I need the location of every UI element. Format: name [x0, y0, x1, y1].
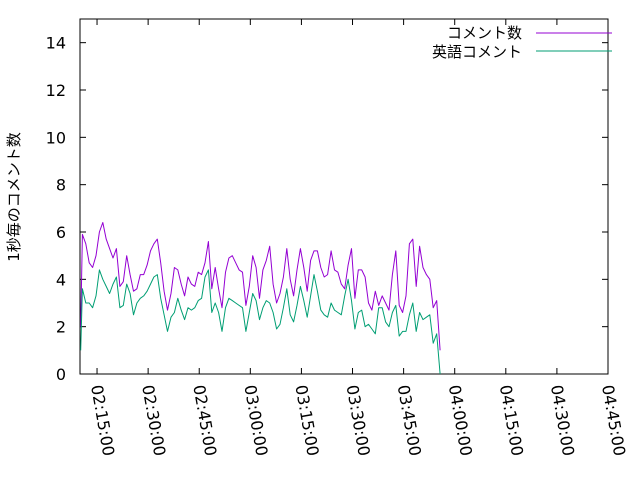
plot-frame	[79, 18, 609, 375]
x-tick-label: 03:00:00	[240, 383, 271, 457]
y-axis-label: 1秒毎のコメント数	[5, 132, 23, 262]
y-tick-label: 14	[46, 34, 66, 53]
y-tick-label: 2	[56, 318, 66, 337]
y-tick-label: 6	[56, 223, 66, 242]
x-tick-label: 02:15:00	[87, 383, 118, 457]
series-line-1	[80, 222, 441, 351]
series-line-2	[80, 269, 441, 375]
y-tick-label: 0	[56, 365, 66, 384]
legend: コメント数 英語コメント	[432, 24, 612, 61]
series-layer	[80, 222, 441, 375]
legend-entry-series-1: コメント数	[447, 24, 522, 42]
y-axis-ticks: 0 2 4 6 8 10 12 14	[46, 34, 608, 384]
y-tick-label: 4	[56, 270, 66, 289]
x-tick-label: 03:30:00	[343, 383, 374, 457]
x-tick-label: 03:45:00	[394, 383, 425, 457]
x-tick-label: 04:00:00	[445, 383, 476, 457]
x-axis-ticks: 02:15:00 02:30:00 02:45:00 03:00:00 03:15:00…	[87, 19, 629, 457]
y-tick-label: 10	[46, 128, 66, 147]
x-tick-label: 02:45:00	[189, 383, 220, 457]
y-tick-label: 8	[56, 176, 66, 195]
y-tick-label: 12	[46, 81, 66, 100]
x-tick-label: 02:30:00	[138, 383, 169, 457]
x-tick-label: 04:15:00	[496, 383, 527, 457]
x-tick-label: 04:45:00	[598, 383, 629, 457]
legend-entry-series-2: 英語コメント	[432, 43, 522, 61]
x-tick-label: 03:15:00	[291, 383, 322, 457]
x-tick-label: 04:30:00	[547, 383, 578, 457]
